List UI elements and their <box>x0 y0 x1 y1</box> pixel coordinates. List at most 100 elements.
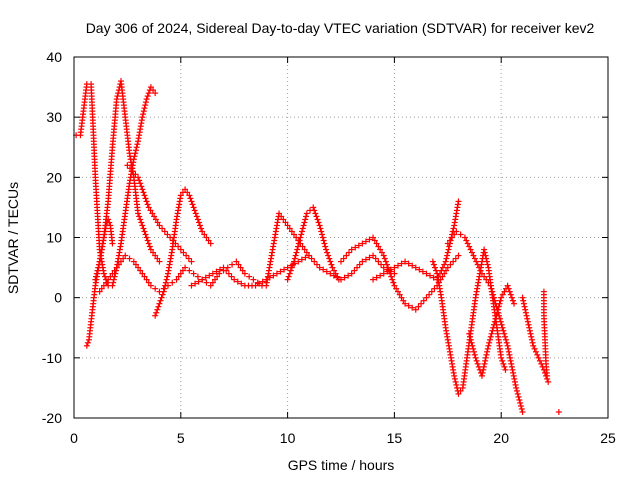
data-point <box>555 408 562 415</box>
data-point <box>398 260 405 267</box>
data-point <box>145 279 152 286</box>
data-point <box>468 339 475 346</box>
data-point <box>327 270 334 277</box>
data-point <box>289 261 296 268</box>
data-point <box>321 240 328 247</box>
data-point <box>103 279 110 286</box>
data-point <box>207 282 214 289</box>
data-point <box>520 300 527 307</box>
data-point <box>507 357 514 364</box>
data-point <box>493 312 500 319</box>
data-point <box>199 228 206 235</box>
data-point <box>375 258 382 265</box>
data-point <box>303 249 310 256</box>
data-point <box>506 288 513 295</box>
data-point <box>464 240 471 247</box>
data-point <box>400 297 407 304</box>
data-point <box>324 249 331 256</box>
data-point <box>134 141 141 148</box>
data-point <box>396 291 403 298</box>
data-point <box>525 321 532 328</box>
data-point <box>131 153 138 160</box>
data-point <box>130 258 137 265</box>
data-point <box>252 282 259 289</box>
data-point <box>461 234 468 241</box>
data-point <box>356 261 363 268</box>
data-point <box>144 201 151 208</box>
data-point <box>486 336 493 343</box>
data-point <box>359 258 366 265</box>
data-point <box>237 264 244 271</box>
data-point <box>298 256 305 263</box>
data-point <box>298 231 305 238</box>
data-point <box>490 291 497 298</box>
data-point <box>455 390 462 397</box>
data-point <box>529 339 536 346</box>
data-point <box>311 258 318 265</box>
data-point <box>144 237 151 244</box>
data-point <box>497 318 504 325</box>
data-point <box>144 93 151 100</box>
data-point <box>499 324 506 331</box>
x-tick-label: 20 <box>493 430 509 446</box>
data-point <box>446 237 453 244</box>
data-point <box>453 228 460 235</box>
data-point <box>483 258 490 265</box>
data-point <box>381 255 388 262</box>
data-point <box>423 294 430 301</box>
data-point <box>431 264 438 271</box>
data-point <box>463 237 470 244</box>
data-point <box>331 267 338 274</box>
data-point <box>192 210 199 217</box>
data-point <box>531 345 538 352</box>
data-point <box>287 267 294 274</box>
data-point <box>280 216 287 223</box>
data-point <box>472 354 479 361</box>
data-point <box>483 351 490 358</box>
data-point <box>451 372 458 379</box>
data-point <box>492 315 499 322</box>
data-point <box>145 240 152 247</box>
data-point <box>299 228 306 235</box>
y-tick-label: 40 <box>46 49 62 65</box>
x-tick-label: 25 <box>600 430 616 446</box>
data-point <box>477 267 484 274</box>
data-point <box>377 246 384 253</box>
data-point <box>175 243 182 250</box>
data-point <box>544 372 551 379</box>
data-point <box>481 360 488 367</box>
data-point <box>405 302 412 309</box>
data-point <box>457 231 464 238</box>
data-point <box>387 266 394 273</box>
data-points <box>73 78 562 415</box>
data-point <box>423 270 430 277</box>
data-point <box>100 282 107 289</box>
data-point <box>482 354 489 361</box>
data-point <box>107 273 114 280</box>
data-point <box>115 261 122 268</box>
data-point <box>137 216 144 223</box>
data-point <box>311 207 318 214</box>
data-point <box>147 207 154 214</box>
data-point <box>527 330 534 337</box>
data-point <box>94 267 101 274</box>
data-point <box>524 315 531 322</box>
series-sat-i <box>263 210 312 289</box>
data-point <box>143 276 150 283</box>
data-point <box>137 180 144 187</box>
data-point <box>122 252 129 259</box>
data-point <box>412 306 419 313</box>
y-tick-label: 20 <box>46 169 62 185</box>
data-point <box>501 363 508 370</box>
data-point <box>316 264 323 271</box>
data-point <box>277 268 284 275</box>
data-point <box>482 357 489 364</box>
data-point <box>341 274 348 281</box>
data-point <box>156 300 163 307</box>
data-point <box>202 274 209 281</box>
data-point <box>505 345 512 352</box>
data-point <box>164 282 171 289</box>
data-point <box>182 264 189 271</box>
data-point <box>220 264 227 271</box>
data-point <box>409 262 416 269</box>
